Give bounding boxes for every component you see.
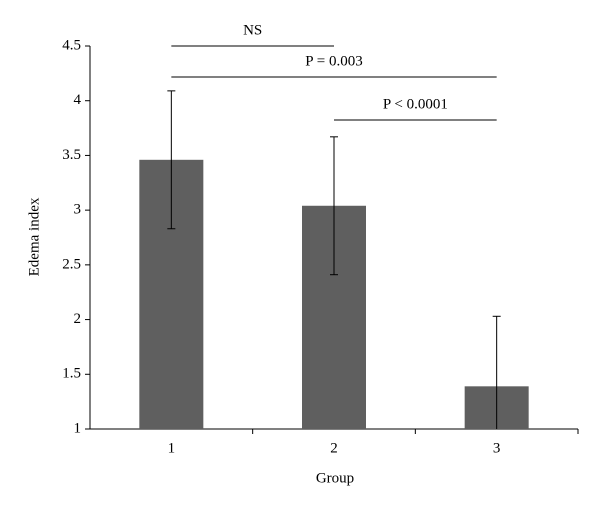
x-tick-label: 2 [330,440,338,456]
error-bar [330,136,338,276]
y-tick-label: 3 [74,202,82,218]
x-tick-label: 1 [168,440,176,456]
significance-label: P < 0.0001 [383,96,448,112]
error-bar [167,90,176,230]
y-tick-label: 4.5 [62,37,81,53]
y-axis-label: Edema index [26,197,42,276]
x-axis-label: Group [316,470,354,486]
x-tick-label: 3 [493,440,501,456]
y-tick-label: 2.5 [62,256,81,272]
significance-label: NS [243,22,262,38]
y-tick-label: 1.5 [62,366,81,382]
error-bar [492,315,501,429]
y-tick-label: 3.5 [62,147,81,163]
y-tick-label: 1 [74,420,82,436]
significance-label: P = 0.003 [305,53,363,69]
y-tick-label: 4 [74,92,82,108]
y-tick-label: 2 [74,311,82,327]
